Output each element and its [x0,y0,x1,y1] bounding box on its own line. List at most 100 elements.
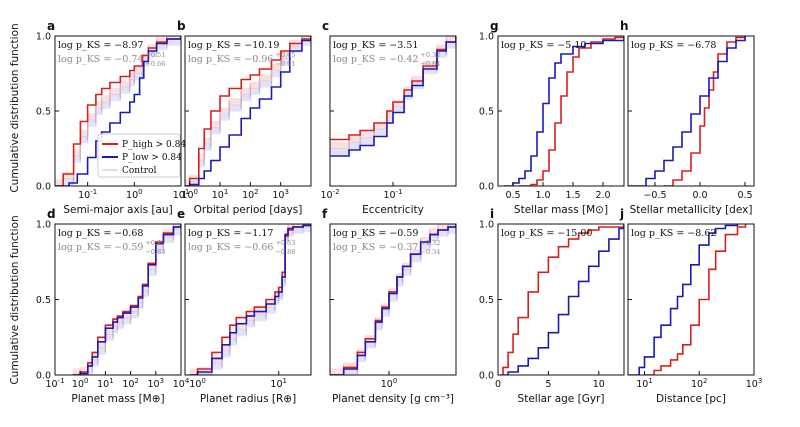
x-tick-label: 1.0 [535,190,550,201]
control-band-line [189,228,311,375]
x-tick-label-exp: 4 [185,377,190,385]
control-band-line [189,227,311,375]
low-cdf-line [504,36,624,186]
ks-control-annotation-d: log p_KS = −0.59 [58,242,143,253]
control-band-line [72,230,181,375]
axes-frame-j [627,223,755,376]
control-band-line [189,230,311,375]
ks-control-annotation-c: log p_KS = −0.42 [333,54,418,65]
x-tick-label: 100 [189,377,206,390]
x-tick-label-exp: 0 [84,377,88,385]
ks-control-lower-d: −0.83 [145,248,165,256]
control-band-line [72,227,181,375]
control-band-line [55,42,181,186]
x-axis-label-c: Eccentricity [362,204,424,216]
x-tick-label: 10-1 [78,188,97,201]
x-axis-label-i: Stellar age [Gyr] [518,393,605,405]
ks-control-lower-b: −0.91 [275,60,295,68]
x-tick-label: 100 [181,188,198,201]
ks-annotation-b: log p_KS = −10.19 [188,40,279,51]
x-tick-label-exp: -1 [396,188,403,196]
x-tick-label: 0.5 [737,190,752,201]
x-tick-label: 1.5 [565,190,580,201]
legend-label-low: P_low > 0.84 [122,153,182,163]
y-tick-label: 1.0 [479,220,494,231]
low-cdf-line [330,36,456,157]
x-tick-label-exp: 0 [194,188,198,196]
high-cdf-line [519,36,624,186]
x-tick-label-base: 10 [181,190,193,201]
control-band-line [72,226,181,375]
x-tick-label-exp: 0 [138,188,142,196]
x-tick-label: 103 [272,188,289,201]
x-tick-label: 104 [173,377,190,390]
low-cdf-line [185,36,311,186]
x-tick-label: 102 [242,188,259,201]
x-axis-label-d: Planet mass [M⊕] [71,393,164,405]
x-tick-label-exp: 1 [648,377,652,385]
panel-letter-g: g [490,19,499,33]
legend-box [97,133,181,178]
legend: P_high > 0.84 P_low > 0.84 Control [97,133,186,178]
x-tick-label-base: 10 [173,379,185,390]
x-tick-label-base: 10 [691,379,703,390]
ks-control-annotation-b: log p_KS = −0.96 [188,54,273,65]
ks-annotation-h: log p_KS = −6.78 [631,40,716,51]
ks-control-annotation-f: log p_KS = −0.37 [333,242,418,253]
x-tick-label: 102 [122,377,139,390]
plot-area-a [55,36,181,186]
control-band-line [189,224,311,370]
plot-area-i [500,224,624,375]
x-tick-label-base: 10 [636,379,648,390]
ks-control-upper-a: +0.51 [145,51,165,59]
x-tick-label-base: 10 [270,379,282,390]
y-tick-label: 0.5 [479,295,494,306]
y-tick-label: 0.0 [479,182,494,193]
x-tick-label-base: 10 [78,190,90,201]
panel-f: f 100 Planet density [g cm⁻³] log p_KS = −0… [322,207,457,405]
legend-label-high: P_high > 0.84 [122,140,186,150]
low-cdf-line [628,36,746,186]
high-cdf-line [644,224,747,375]
control-band-line [55,40,181,186]
x-tick-label: 101 [173,188,190,201]
y-tick-label: 1.0 [479,32,494,43]
x-tick-label: 100 [126,188,143,201]
x-tick-label-base: 10 [242,190,254,201]
x-tick-label-exp: 1 [185,188,189,196]
panel-letter-d: d [47,207,56,221]
x-tick-label-exp: 0 [393,377,397,385]
y-axis-label-bottom: Cumulative distribution function [9,215,21,384]
x-tick-label: 101 [270,377,287,390]
x-axis-label-h: Stellar metallicity [dex] [630,204,753,216]
x-tick-label-base: 10 [126,190,138,201]
ks-control-upper-c: +0.32 [420,51,440,59]
y-tick-label: 0.0 [36,182,51,193]
x-tick-label: 0.5 [505,190,520,201]
low-cdf-line [72,224,181,375]
ks-control-annotation-e: log p_KS = −0.66 [188,242,273,253]
legend-label-control: Control [122,166,156,176]
x-axis-label-j: Distance [pc] [656,393,726,405]
ks-control-upper-b: +0.65 [275,51,295,59]
y-tick-label: 0.0 [36,371,51,382]
x-axis-label-b: Orbital period [days] [194,204,303,216]
x-tick-label-exp: 1 [283,377,287,385]
x-tick-label: 0.0 [692,190,707,201]
plot-area-d [72,224,181,375]
ks-control-upper-e: +0.53 [275,239,295,247]
plot-area-e [189,224,311,375]
x-tick-label: 102 [691,377,708,390]
plot-area-b [185,36,311,186]
y-tick-label: 0.5 [36,107,51,118]
ks-control-upper-d: +0.47 [145,239,165,247]
x-tick-label: 5 [545,379,551,390]
x-tick-label-base: 10 [212,190,224,201]
high-cdf-line [185,36,311,186]
panel-letter-e: e [177,207,185,221]
